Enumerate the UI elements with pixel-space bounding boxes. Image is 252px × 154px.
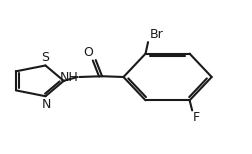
Text: N: N	[42, 98, 51, 111]
Text: O: O	[83, 46, 93, 59]
Text: F: F	[193, 111, 200, 124]
Text: S: S	[42, 51, 49, 64]
Text: Br: Br	[149, 28, 163, 41]
Text: NH: NH	[59, 71, 78, 83]
